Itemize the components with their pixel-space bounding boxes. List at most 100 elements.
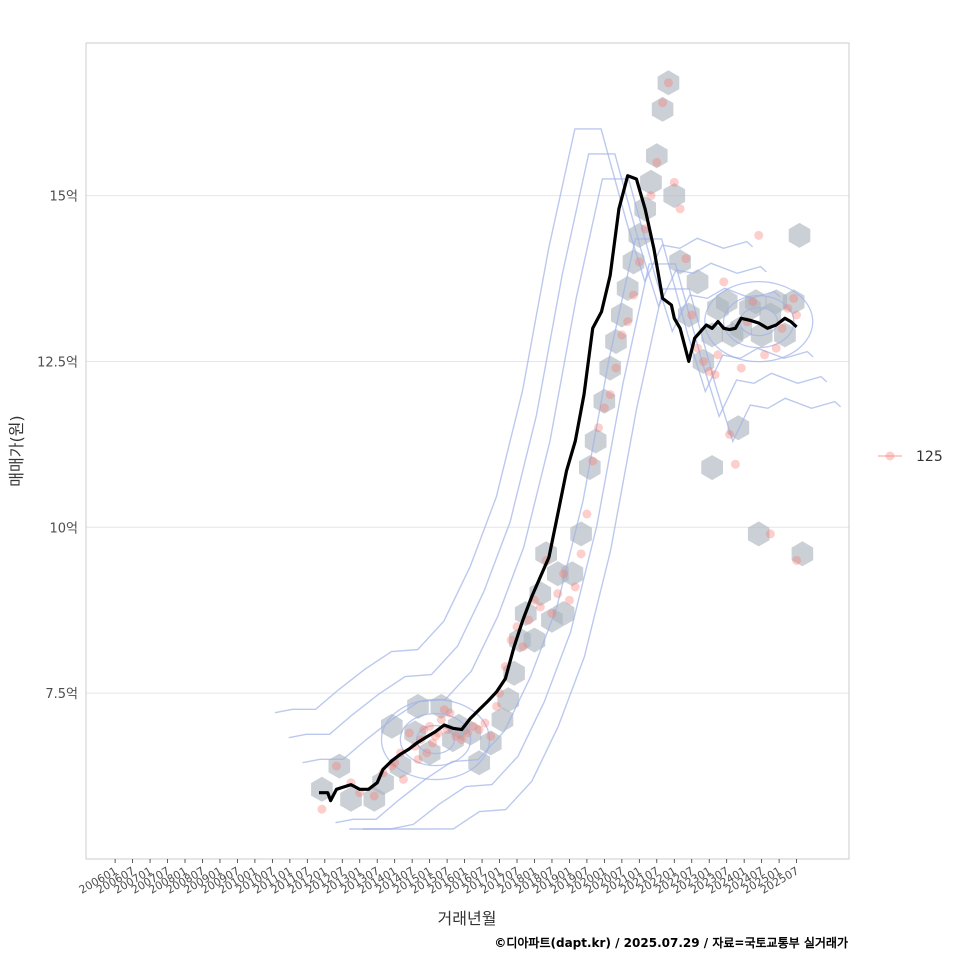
cluster-contour-0-1 (399, 712, 472, 767)
trend-line-group (319, 174, 798, 803)
hex-bin-34 (611, 302, 633, 328)
point-42 (553, 589, 563, 599)
hex-bin-46 (686, 269, 709, 295)
point-48 (588, 456, 598, 466)
hex-bin-5 (381, 713, 403, 739)
hex-bin-21 (523, 627, 546, 653)
hex-bin-43 (663, 183, 686, 209)
cluster-contour-0-2 (380, 698, 491, 781)
point-17 (428, 738, 438, 748)
hex-bin-35 (616, 276, 639, 301)
point-31 (492, 701, 502, 711)
point-66 (693, 343, 703, 353)
point-85 (792, 555, 802, 565)
hex-bin-33 (605, 329, 627, 354)
point-83 (789, 293, 799, 303)
point-30 (486, 731, 496, 741)
point-84 (792, 310, 802, 320)
point-63 (675, 204, 685, 214)
point-64 (681, 254, 691, 264)
point-12 (413, 754, 423, 764)
point-27 (468, 721, 478, 731)
y-tick-label-0: 7.5억 (45, 687, 78, 702)
point-51 (605, 390, 615, 400)
y-tick-label-1: 10억 (49, 521, 78, 536)
contour-2-0 (274, 128, 754, 714)
caption: ©디아파트(dapt.kr) / 2025.07.29 / 자료=국토교통부 실… (494, 935, 848, 950)
hex-bin-37 (628, 222, 651, 248)
contour-0-1 (335, 238, 814, 824)
point-49 (594, 423, 604, 433)
point-60 (658, 98, 668, 108)
point-34 (506, 635, 516, 645)
hex-bin-41 (651, 96, 674, 122)
hex-bin-48 (701, 322, 723, 348)
point-15 (422, 748, 432, 758)
point-43 (559, 569, 569, 579)
hex-bin-4 (372, 770, 394, 796)
point-14 (419, 725, 429, 735)
point-82 (783, 303, 793, 313)
point-79 (765, 529, 775, 539)
hex-bin-63 (727, 415, 750, 441)
hex-bin-44 (669, 249, 691, 275)
legend-key-point (885, 451, 895, 461)
point-0 (317, 804, 327, 814)
point-9 (398, 774, 408, 784)
point-23 (445, 708, 455, 718)
point-21 (439, 705, 449, 715)
hex-bin-62 (747, 521, 770, 547)
hex-bin-42 (657, 70, 680, 96)
hex-bin-32 (599, 355, 621, 381)
point-25 (457, 735, 467, 745)
point-4 (369, 791, 379, 801)
point-16 (425, 721, 435, 731)
point-56 (634, 257, 644, 267)
plot-panel-border (85, 42, 850, 860)
point-74 (736, 363, 746, 373)
point-80 (771, 343, 781, 353)
point-58 (646, 191, 656, 201)
y-tick-label-2: 12.5억 (37, 355, 78, 370)
point-10 (404, 728, 414, 738)
cluster-contour-1-2 (704, 280, 814, 363)
hex-bin-31 (593, 388, 616, 414)
grid-lines (86, 195, 849, 694)
density-contours (274, 128, 842, 830)
hex-bin-16 (491, 707, 514, 733)
hex-bin-15 (480, 730, 502, 756)
point-77 (754, 230, 764, 240)
point-26 (463, 728, 472, 738)
contour-2-1 (363, 288, 842, 830)
y-tick-label-3: 15억 (49, 190, 78, 205)
point-28 (474, 725, 484, 735)
point-24 (451, 731, 461, 741)
point-59 (652, 157, 662, 167)
trend-line (319, 174, 798, 803)
point-78 (760, 350, 770, 360)
x-axis-title: 거래년월 (438, 909, 497, 928)
point-68 (704, 366, 714, 376)
hex-bin-61 (788, 222, 811, 248)
hex-bin-39 (640, 169, 662, 195)
hex-bin-30 (584, 428, 607, 454)
point-29 (480, 718, 490, 728)
y-axis-title: 매매가(원) (7, 415, 26, 486)
point-67 (698, 356, 708, 366)
point-39 (535, 602, 545, 612)
hex-bin-58 (774, 322, 796, 348)
point-72 (725, 429, 735, 439)
point-70 (713, 350, 723, 360)
legend: 125 (878, 449, 943, 465)
legend-label: 125 (916, 449, 943, 465)
point-61 (663, 78, 673, 88)
hex-bin-50 (715, 289, 738, 315)
point-20 (436, 715, 446, 725)
point-54 (623, 317, 633, 327)
point-37 (524, 615, 534, 625)
point-53 (617, 330, 627, 340)
point-81 (777, 323, 787, 333)
point-46 (576, 549, 586, 559)
